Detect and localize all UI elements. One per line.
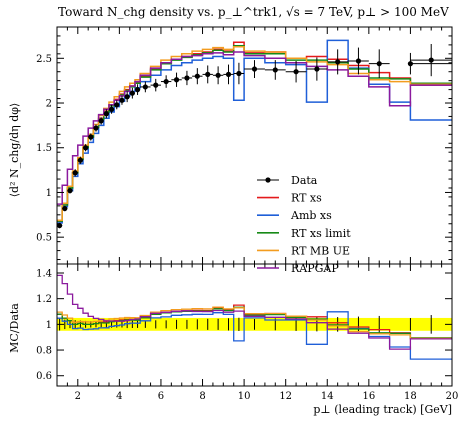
y-axis-label: ⟨d² N_chg/dη dφ⟩: [8, 103, 21, 198]
data-point: [355, 58, 362, 64]
data-point: [72, 170, 78, 176]
data-point: [129, 90, 135, 96]
data-point: [293, 69, 299, 75]
data-point: [124, 94, 130, 100]
main-y-tick-label: 1: [46, 188, 52, 199]
legend-label-data: Data: [291, 174, 318, 187]
main-y-tick-label: 0.5: [36, 233, 52, 244]
ratio-line-rt-mb-ue: [57, 306, 452, 339]
data-point: [428, 57, 434, 63]
legend-label-rt-xs-limit: RT xs limit: [291, 227, 351, 240]
data-point: [205, 71, 211, 77]
ratio-y-tick-label: 1.4: [36, 268, 52, 279]
x-tick-label: 10: [238, 391, 251, 402]
x-tick-label: 14: [321, 391, 334, 402]
x-tick-label: 8: [199, 391, 205, 402]
legend-label-amb-xs: Amb xs: [290, 209, 332, 222]
data-point: [225, 71, 232, 77]
legend-label-rt-mb-ue: RT MB UE: [291, 244, 350, 257]
data-point: [67, 188, 73, 194]
data-point: [376, 61, 382, 67]
legend-label-rt-xs: RT xs: [291, 192, 322, 205]
ratio-y-tick-label: 1.2: [36, 294, 52, 305]
data-point: [114, 102, 120, 108]
data-point: [335, 59, 341, 65]
data-point: [251, 66, 258, 72]
legend-item-data: Data: [257, 174, 318, 187]
x-tick-label: 20: [446, 391, 459, 402]
data-point: [77, 157, 83, 163]
data-point: [142, 84, 148, 90]
x-tick-label: 2: [75, 391, 81, 402]
x-tick-label: 18: [404, 391, 417, 402]
x-tick-label: 16: [362, 391, 375, 402]
data-point: [119, 97, 125, 103]
data-point: [108, 106, 115, 112]
main-y-tick-label: 2.5: [36, 54, 52, 65]
data-point: [173, 77, 180, 83]
legend-item-rapgap: RAPGAP: [257, 262, 339, 275]
data-point: [88, 134, 94, 140]
ratio-line-rapgap: [57, 274, 452, 350]
data-point: [314, 66, 320, 72]
data-point: [103, 111, 109, 117]
legend-marker-data: [265, 177, 271, 183]
legend-label-rapgap: RAPGAP: [291, 262, 339, 275]
x-axis-label: p⊥ (leading track) [GeV]: [313, 403, 452, 416]
legend-item-rt-xs: RT xs: [257, 192, 322, 205]
main-panel: 0.5 1 1.5 2 2.5: [36, 26, 453, 265]
data-point: [82, 145, 89, 151]
ratio-y-axis-label: MC/Data: [8, 303, 21, 353]
ratio-series-group: [57, 274, 452, 360]
data-point: [184, 75, 190, 81]
data-point: [62, 205, 68, 212]
x-tick-label: 12: [279, 391, 292, 402]
data-point: [194, 73, 200, 79]
ratio-y-tick-label: 0.8: [36, 346, 52, 357]
series-line-rapgap: [57, 51, 452, 205]
legend-item-rt-xs-limit: RT xs limit: [257, 227, 351, 240]
chart-title: Toward N_chg density vs. p_⊥^trk1, √s = …: [58, 5, 449, 19]
ratio-panel: 0.6 0.8 1 1.2 1.4 2 4 6 8 10 12 14 16 18 20: [36, 263, 459, 402]
data-point: [163, 78, 169, 85]
main-y-tick-label: 2: [46, 99, 52, 110]
data-point: [236, 70, 242, 77]
legend-item-amb-xs: Amb xs: [257, 209, 332, 222]
legend-item-rt-mb-ue: RT MB UE: [257, 244, 350, 257]
data-point: [272, 67, 278, 73]
data-point: [153, 82, 159, 88]
data-point: [407, 61, 414, 67]
data-point: [215, 72, 221, 78]
data-point: [98, 118, 104, 124]
x-tick-label: 6: [158, 391, 164, 402]
main-y-tick-label: 1.5: [36, 143, 52, 154]
ratio-y-tick-label: 1: [46, 320, 52, 331]
legend: Data RT xs Amb xs RT xs limit RT MB UE RAPGAP: [257, 174, 351, 275]
data-point: [93, 125, 99, 131]
x-tick-label: 4: [116, 391, 122, 402]
ratio-y-tick-label: 0.6: [36, 371, 52, 382]
series-line-rt-mb-ue: [57, 45, 452, 221]
data-point: [134, 87, 141, 93]
main-series-group: [57, 39, 452, 229]
